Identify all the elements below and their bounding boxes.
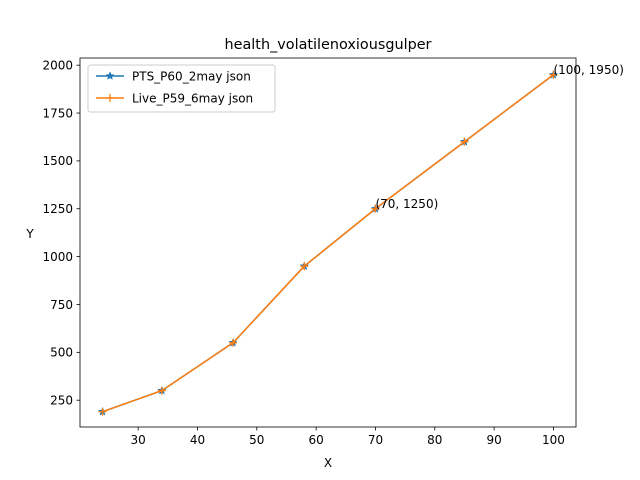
- y-tick-label: 750: [50, 298, 73, 312]
- data-point: [300, 262, 309, 271]
- legend-marker: [106, 94, 114, 102]
- data-point: [98, 407, 107, 416]
- y-tick-label: 1500: [42, 154, 73, 168]
- data-point: [460, 137, 469, 146]
- y-tick-label: 500: [50, 346, 73, 360]
- legend-label: PTS_P60_2may json: [132, 69, 251, 83]
- x-tick-label: 30: [131, 433, 146, 447]
- x-tick-label: 50: [249, 433, 264, 447]
- x-tick-label: 40: [190, 433, 205, 447]
- data-point: [229, 338, 238, 347]
- legend-box: [87, 64, 276, 113]
- y-axis-label: Y: [25, 227, 34, 241]
- plot-frame: [79, 57, 577, 428]
- data-annotation: (100, 1950): [553, 63, 623, 77]
- axis-ticks: 30 40 50 60 70 80 90 100 250 500 750 1000 1250 1500 17…: [42, 58, 564, 447]
- data-point: [157, 386, 166, 395]
- y-tick-label: 1000: [42, 250, 73, 264]
- legend-entry: Live_P59_6may json: [96, 91, 253, 105]
- data-annotation: (70, 1250): [375, 197, 438, 211]
- data-point: [371, 204, 380, 213]
- x-tick-label: 70: [368, 433, 383, 447]
- x-tick-label: 90: [486, 433, 501, 447]
- x-tick-label: 60: [308, 433, 323, 447]
- legend: PTS_P60_2may json Live_P59_6may json: [87, 64, 276, 113]
- y-tick-label: 1250: [42, 202, 73, 216]
- x-tick-label: 80: [427, 433, 442, 447]
- chart-title: health_volatilenoxiousgulper: [225, 37, 432, 53]
- x-axis-label: X: [324, 456, 332, 470]
- data-point: [549, 70, 558, 79]
- y-tick-label: 250: [50, 393, 73, 407]
- x-tick-label: 100: [542, 433, 565, 447]
- y-tick-label: 2000: [42, 58, 73, 72]
- legend-label: Live_P59_6may json: [132, 91, 253, 105]
- plot-area: (70, 1250) (100, 1950): [97, 63, 624, 416]
- legend-entry: PTS_P60_2may json: [96, 69, 251, 83]
- legend-marker: [105, 71, 115, 80]
- y-tick-label: 1750: [42, 106, 73, 120]
